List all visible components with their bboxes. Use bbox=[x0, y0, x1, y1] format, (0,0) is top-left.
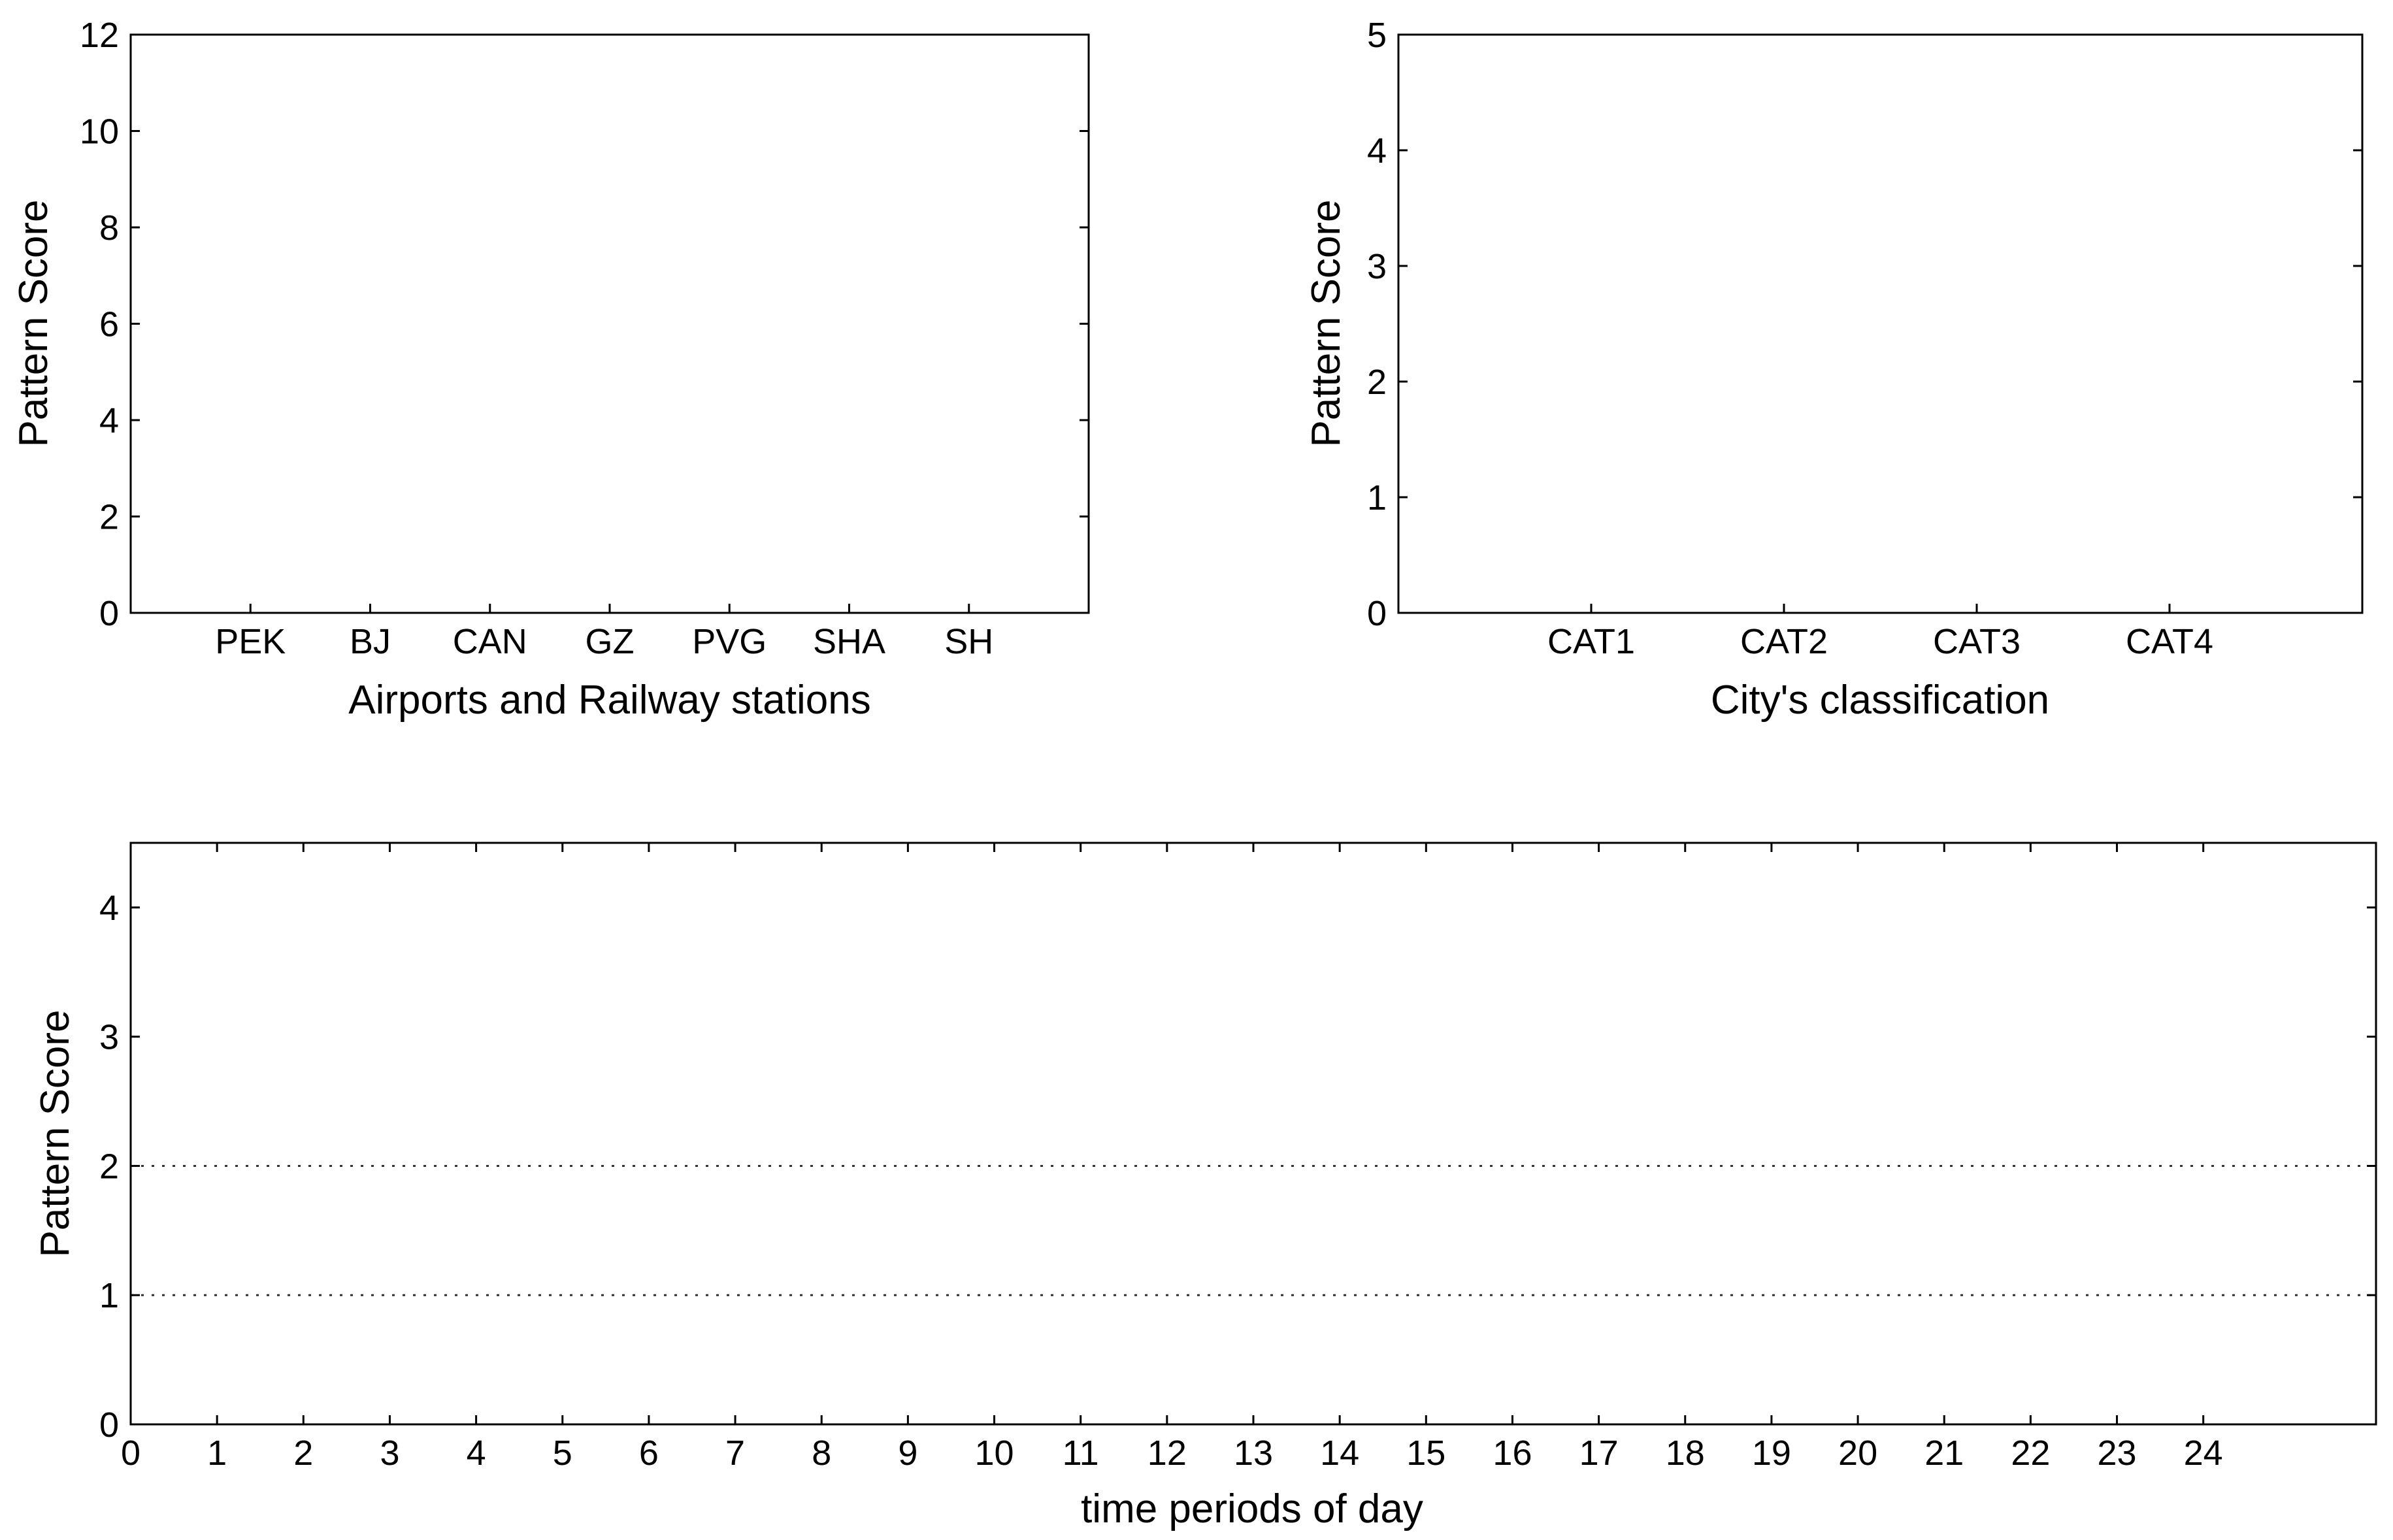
time-periods-x-tick-label: 1 bbox=[207, 1434, 227, 1473]
time-x-axis-label: time periods of day bbox=[1081, 1486, 1423, 1532]
cities-y-tick-label: 4 bbox=[1367, 131, 1387, 171]
cities-y-tick-label: 2 bbox=[1367, 363, 1387, 402]
cities-x-tick-label: CAT4 bbox=[2126, 622, 2213, 661]
stations-x-tick-label: CAN bbox=[453, 622, 527, 661]
stations-y-tick-labels: 0 2 4 6 8 10 12 bbox=[80, 16, 119, 633]
cities-y-tick-label: 5 bbox=[1367, 16, 1387, 55]
stations-x-tick-label: PEK bbox=[215, 622, 286, 661]
time-x-tick-labels: 0 1 2 3 4 5 6 7 8 9 10 11 12 13 14 15 16 17 18 19 20 21 22 23 24 bbox=[121, 1434, 2223, 1473]
time-periods-x-tick-label: 6 bbox=[639, 1434, 659, 1473]
cities-ticks bbox=[1398, 33, 2362, 614]
stations-x-tick-label: BJ bbox=[350, 622, 391, 661]
stations-y-axis-label: Pattern Score bbox=[11, 199, 56, 447]
time-periods-x-tick-label: 22 bbox=[2011, 1434, 2050, 1473]
time-ticks bbox=[129, 843, 2376, 1426]
time-periods-x-tick-label: 21 bbox=[1924, 1434, 1964, 1473]
cities-y-axis-label: Pattern Score bbox=[1304, 199, 1349, 447]
time-periods-x-tick-label: 0 bbox=[121, 1434, 140, 1473]
time-periods-x-tick-label: 2 bbox=[293, 1434, 313, 1473]
time-periods-x-tick-label: 9 bbox=[898, 1434, 917, 1473]
stations-y-tick-label: 2 bbox=[99, 498, 119, 537]
stations-y-tick-label: 8 bbox=[99, 208, 119, 248]
time-periods-x-tick-label: 15 bbox=[1406, 1434, 1445, 1473]
cities-y-tick-label: 1 bbox=[1367, 478, 1387, 517]
time-y-axis-label: Pattern Score bbox=[33, 1009, 78, 1257]
time-periods-x-tick-label: 20 bbox=[1838, 1434, 1877, 1473]
stations-x-tick-label: GZ bbox=[586, 622, 635, 661]
time-periods-y-tick-label: 1 bbox=[99, 1276, 119, 1315]
time-periods-x-tick-label: 11 bbox=[1063, 1434, 1099, 1473]
cities-x-tick-label: CAT2 bbox=[1740, 622, 1828, 661]
stations-y-tick-label: 6 bbox=[99, 305, 119, 344]
time-periods-x-tick-label: 24 bbox=[2184, 1434, 2223, 1473]
stations-x-tick-labels: PEK BJ CAN GZ PVG SHA SH bbox=[215, 622, 993, 661]
time-periods-x-tick-label: 7 bbox=[725, 1434, 745, 1473]
time-gridlines bbox=[131, 1164, 2376, 1296]
cities-axes-box bbox=[1397, 33, 2364, 614]
cities-x-tick-labels: CAT1 CAT2 CAT3 CAT4 bbox=[1547, 622, 2213, 661]
time-periods-x-tick-label: 13 bbox=[1234, 1434, 1273, 1473]
stations-x-tick-label: SH bbox=[944, 622, 993, 661]
time-periods-y-tick-label: 0 bbox=[99, 1405, 119, 1445]
time-periods-y-tick-label: 2 bbox=[99, 1147, 119, 1186]
cities-chart: CAT1 CAT2 CAT3 CAT4 0 1 2 3 4 5 City's classific… bbox=[1304, 16, 2364, 723]
time-periods-y-tick-label: 3 bbox=[99, 1018, 119, 1057]
cities-x-tick-label: CAT1 bbox=[1547, 622, 1635, 661]
cities-y-tick-labels: 0 1 2 3 4 5 bbox=[1367, 16, 1387, 633]
time-periods-x-tick-label: 10 bbox=[974, 1434, 1014, 1473]
time-periods-x-tick-label: 17 bbox=[1579, 1434, 1619, 1473]
time-periods-x-tick-label: 19 bbox=[1752, 1434, 1791, 1473]
time-y-tick-labels: 0 1 2 3 4 bbox=[99, 889, 119, 1445]
time-periods-chart: 0 1 2 3 4 5 6 7 8 9 10 11 12 13 14 15 16 17 18 19 20 21 22 23 24… bbox=[33, 842, 2377, 1532]
time-periods-x-tick-label: 4 bbox=[467, 1434, 486, 1473]
stations-y-tick-label: 10 bbox=[80, 112, 119, 152]
stations-x-axis-label: Airports and Railway stations bbox=[348, 678, 870, 723]
stations-x-tick-label: PVG bbox=[692, 622, 767, 661]
stations-y-tick-label: 4 bbox=[99, 401, 119, 440]
time-periods-x-tick-label: 18 bbox=[1666, 1434, 1705, 1473]
cities-y-tick-label: 3 bbox=[1367, 247, 1387, 286]
stations-y-tick-label: 12 bbox=[80, 16, 119, 55]
stations-ticks bbox=[131, 33, 1089, 614]
time-periods-x-tick-label: 5 bbox=[553, 1434, 572, 1473]
time-periods-x-tick-label: 8 bbox=[812, 1434, 831, 1473]
stations-chart: PEK BJ CAN GZ PVG SHA SH 0 2 4 6 8 10 12 Airports an… bbox=[11, 16, 1090, 723]
cities-y-tick-label: 0 bbox=[1367, 594, 1387, 633]
stations-axes-box bbox=[129, 33, 1090, 614]
time-periods-x-tick-label: 16 bbox=[1493, 1434, 1532, 1473]
cities-x-axis-label: City's classification bbox=[1711, 678, 2049, 723]
time-periods-x-tick-label: 3 bbox=[380, 1434, 399, 1473]
cities-x-tick-label: CAT3 bbox=[1933, 622, 2021, 661]
stations-x-tick-label: SHA bbox=[813, 622, 885, 661]
time-periods-y-tick-label: 4 bbox=[99, 889, 119, 928]
time-periods-x-tick-label: 12 bbox=[1147, 1434, 1187, 1473]
time-axes-box bbox=[129, 842, 2377, 1426]
time-periods-x-tick-label: 14 bbox=[1320, 1434, 1359, 1473]
time-periods-x-tick-label: 23 bbox=[2097, 1434, 2136, 1473]
stations-y-tick-label: 0 bbox=[99, 594, 119, 633]
